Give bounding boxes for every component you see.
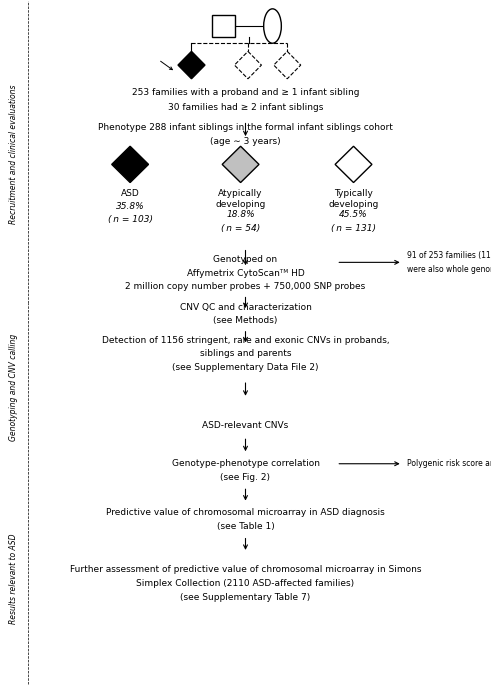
Text: 253 families with a proband and ≥ 1 infant sibling: 253 families with a proband and ≥ 1 infa… [132, 88, 359, 97]
Text: (age ∼ 3 years): (age ∼ 3 years) [210, 137, 281, 146]
Ellipse shape [264, 9, 281, 43]
Text: Affymetrix CytoScanᵀᴹ HD: Affymetrix CytoScanᵀᴹ HD [187, 269, 304, 277]
Text: 18.8%: 18.8% [226, 210, 255, 219]
Text: Phenotype 288 infant siblings in the formal infant siblings cohort: Phenotype 288 infant siblings in the for… [98, 123, 393, 132]
Bar [212, 15, 235, 37]
Text: Results relevant to ASD: Results relevant to ASD [9, 534, 18, 624]
Text: 2 million copy number probes + 750,000 SNP probes: 2 million copy number probes + 750,000 S… [125, 282, 366, 291]
Text: ASD: ASD [121, 189, 139, 199]
Text: ( n = 103): ( n = 103) [108, 215, 153, 225]
Polygon shape [111, 147, 148, 182]
Text: Atypically
developing: Atypically developing [216, 189, 266, 209]
Text: Detection of 1156 stringent, rare and exonic CNVs in probands,: Detection of 1156 stringent, rare and ex… [102, 336, 389, 345]
Text: 45.5%: 45.5% [339, 210, 368, 219]
Polygon shape [178, 51, 205, 79]
Text: (see Methods): (see Methods) [213, 316, 278, 325]
Text: Genotyped on: Genotyped on [214, 255, 277, 264]
Polygon shape [234, 51, 261, 79]
Text: (see Table 1): (see Table 1) [217, 522, 274, 531]
Text: 30 families had ≥ 2 infant siblings: 30 families had ≥ 2 infant siblings [168, 103, 323, 112]
Text: 91 of 253 families (118 infant siblings): 91 of 253 families (118 infant siblings) [407, 251, 491, 260]
Text: Further assessment of predictive value of chromosomal microarray in Simons: Further assessment of predictive value o… [70, 565, 421, 574]
Polygon shape [222, 147, 259, 182]
Text: CNV QC and characterization: CNV QC and characterization [180, 303, 311, 312]
Text: were also whole genome sequenced: were also whole genome sequenced [407, 264, 491, 274]
Text: Simplex Collection (2110 ASD-affected families): Simplex Collection (2110 ASD-affected fa… [136, 579, 355, 588]
Text: (see Fig. 2): (see Fig. 2) [220, 473, 271, 482]
Polygon shape [335, 147, 372, 182]
Text: ( n = 54): ( n = 54) [221, 224, 260, 233]
Polygon shape [274, 51, 300, 79]
Text: ( n = 131): ( n = 131) [331, 224, 376, 233]
Text: (see Supplementary Data File 2): (see Supplementary Data File 2) [172, 363, 319, 372]
Text: 35.8%: 35.8% [116, 202, 144, 211]
Text: siblings and parents: siblings and parents [200, 349, 291, 358]
Text: Recruitment and clinical evaluations: Recruitment and clinical evaluations [9, 84, 18, 224]
Text: (see Supplementary Table 7): (see Supplementary Table 7) [180, 593, 311, 601]
Text: ASD-relevant CNVs: ASD-relevant CNVs [202, 421, 289, 430]
Text: Genotyping and CNV calling: Genotyping and CNV calling [9, 334, 18, 440]
Text: Typically
developing: Typically developing [328, 189, 379, 209]
Text: Polygenic risk score analysis: Polygenic risk score analysis [407, 459, 491, 469]
Text: Genotype-phenotype correlation: Genotype-phenotype correlation [171, 459, 320, 468]
Text: Predictive value of chromosomal microarray in ASD diagnosis: Predictive value of chromosomal microarr… [106, 508, 385, 517]
